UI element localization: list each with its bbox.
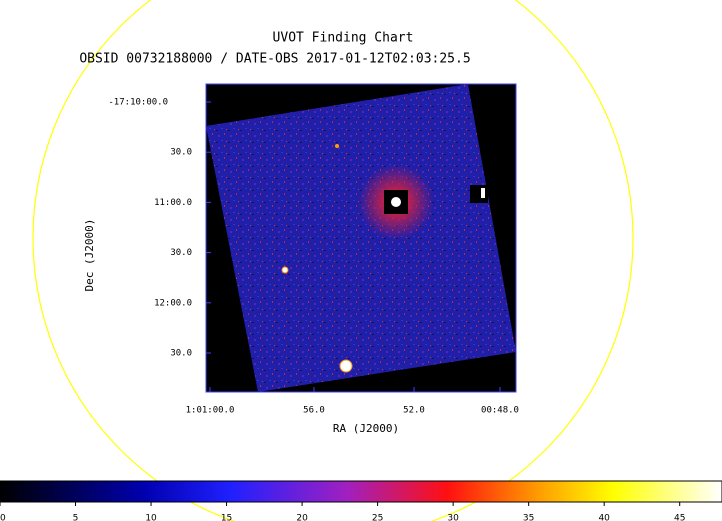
y-tick-label: 12:00.0	[154, 298, 192, 308]
colorbar-tick-label: 35	[523, 514, 534, 521]
colorbar-tick-label: 5	[73, 514, 79, 521]
colorbar	[0, 480, 722, 503]
x-tick-label: 56.0	[303, 406, 325, 416]
colorbar-tick-label: 25	[372, 514, 383, 521]
x-tick-label: 00:48.0	[481, 406, 519, 416]
axes: 1:01:00.0 56.0 52.0 00:48.0 -17:10:00.0 30.0 1…	[0, 98, 685, 521]
field-circle	[32, 0, 634, 521]
y-tick-label: 30.0	[170, 148, 192, 158]
y-tick-label: 30.0	[170, 349, 192, 359]
colorbar-tick-label: 45	[674, 514, 685, 521]
colorbar-tick-label: 15	[221, 514, 232, 521]
chart-subtitle: OBSID 00732188000 / DATE-OBS 2017-01-12T…	[79, 52, 470, 67]
x-tick-label: 52.0	[403, 406, 425, 416]
y-tick-label: -17:10:00.0	[108, 98, 168, 108]
y-tick-label: 30.0	[170, 248, 192, 258]
star	[391, 197, 401, 207]
chart-title: UVOT Finding Chart	[273, 31, 414, 46]
star	[335, 144, 339, 148]
exposure-field	[206, 84, 516, 392]
y-axis-label: Dec (J2000)	[83, 219, 96, 292]
star	[481, 188, 485, 198]
colorbar-tick-label: 40	[598, 514, 610, 521]
star	[339, 359, 353, 373]
colorbar-tick-label: 30	[447, 514, 459, 521]
colorbar-tick-label: 10	[145, 514, 157, 521]
star	[281, 266, 289, 274]
x-axis-label: RA (J2000)	[333, 422, 399, 435]
colorbar-tick-label: 20	[296, 514, 308, 521]
x-tick-label: 1:01:00.0	[186, 406, 235, 416]
colorbar-tick-label: 0	[0, 514, 6, 521]
y-tick-label: 11:00.0	[154, 198, 192, 208]
star-core	[470, 185, 488, 203]
